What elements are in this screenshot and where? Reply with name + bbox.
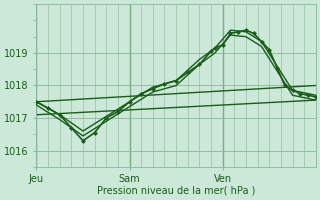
X-axis label: Pression niveau de la mer( hPa ): Pression niveau de la mer( hPa ) [97, 186, 255, 196]
